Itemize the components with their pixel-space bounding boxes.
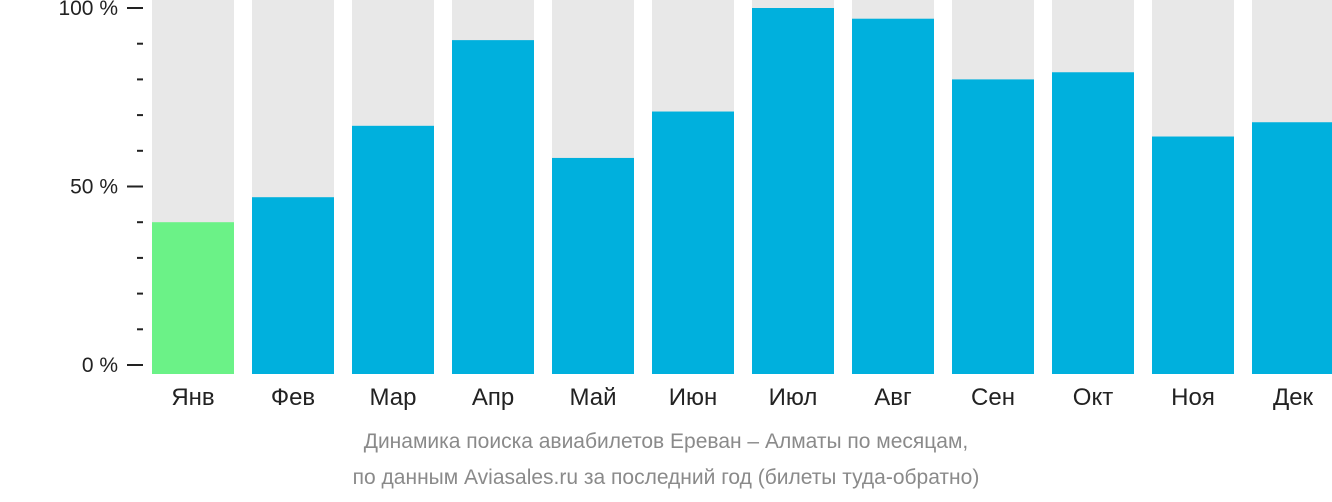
bar-Апр <box>452 40 534 374</box>
bar-Ноя <box>1152 136 1234 374</box>
y-axis: 0 % 50 % 100 % <box>58 0 143 377</box>
bar-Дек <box>1252 122 1332 375</box>
x-tick-label: Июл <box>769 384 818 411</box>
x-tick-label: Ноя <box>1171 384 1215 411</box>
bar-Янв <box>152 222 234 374</box>
bar-Окт <box>1052 72 1134 374</box>
bar-Июн <box>652 111 734 374</box>
x-tick-label: Май <box>569 384 616 411</box>
x-axis-labels: Янв Фев Мар Апр Май Июн Июл Авг Сен Окт Ноя Дек <box>171 384 1313 411</box>
bar-Авг <box>852 18 934 375</box>
x-tick-label: Окт <box>1073 384 1113 411</box>
bar-Фев <box>252 197 334 374</box>
x-tick-label: Июн <box>669 384 718 411</box>
chart-caption-line-2: по данным Aviasales.ru за последний год … <box>352 466 980 489</box>
bar-Июл <box>752 8 834 374</box>
y-tick-label: 100 % <box>58 0 118 20</box>
x-tick-label: Апр <box>472 384 514 411</box>
x-tick-label: Янв <box>171 384 214 411</box>
y-tick-label: 50 % <box>70 176 118 199</box>
x-tick-label: Мар <box>370 384 417 411</box>
x-tick-label: Сен <box>971 384 1015 411</box>
bar-Май <box>552 157 634 374</box>
x-tick-label: Дек <box>1273 384 1314 411</box>
x-tick-label: Фев <box>271 384 315 411</box>
y-tick-label: 0 % <box>82 354 118 377</box>
chart-caption-line-1: Динамика поиска авиабилетов Ереван – Алм… <box>363 430 969 453</box>
bar-Сен <box>952 79 1034 375</box>
data-bars <box>152 8 1332 375</box>
x-tick-label: Авг <box>874 384 912 411</box>
bar-Мар <box>352 125 434 374</box>
